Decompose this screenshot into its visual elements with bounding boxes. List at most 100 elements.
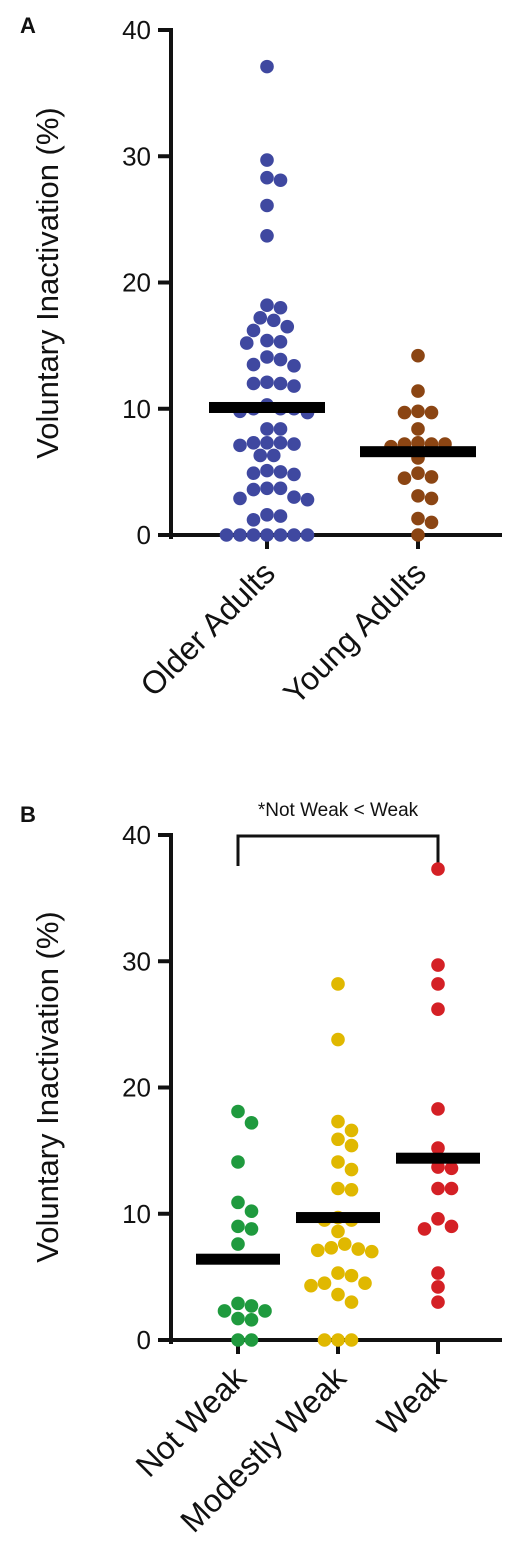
data-point	[273, 528, 288, 542]
data-point	[317, 1276, 332, 1290]
panel-a-y-axis-title: Voluntary Inactivation (%)	[30, 107, 65, 459]
data-point	[411, 404, 425, 419]
data-point	[244, 1299, 259, 1313]
data-point	[273, 436, 288, 450]
panel-b-axes	[169, 833, 502, 1344]
data-point	[273, 422, 288, 436]
data-point	[273, 376, 288, 391]
data-point	[244, 1222, 259, 1236]
data-point	[244, 1313, 259, 1327]
data-point	[231, 1237, 245, 1251]
data-point	[273, 465, 288, 479]
data-point	[280, 319, 295, 334]
data-point	[287, 379, 301, 393]
data-point	[411, 384, 425, 398]
data-point	[431, 1181, 445, 1196]
data-point	[260, 198, 274, 213]
data-point	[246, 323, 261, 338]
data-point	[266, 313, 281, 328]
data-point	[431, 1002, 445, 1017]
data-point	[246, 466, 261, 480]
data-point	[411, 466, 425, 480]
category-label: Older Adults	[133, 554, 282, 703]
panel-a-axes	[169, 28, 502, 539]
data-point	[219, 528, 234, 542]
panel-b: B 0 10 20 30 40 Voluntary Inactivation (%) *…	[20, 800, 502, 1539]
data-point	[331, 1266, 345, 1280]
data-point	[424, 491, 439, 506]
data-point	[304, 1278, 318, 1293]
data-point	[260, 59, 274, 74]
data-point	[246, 376, 261, 391]
data-point	[397, 405, 412, 420]
data-point	[273, 481, 288, 496]
data-point	[344, 1138, 359, 1153]
data-point	[260, 228, 274, 243]
data-point	[331, 1287, 345, 1302]
data-point	[273, 509, 288, 523]
data-point	[244, 1204, 259, 1219]
y-tick-label: 20	[122, 268, 151, 298]
data-point	[260, 528, 274, 542]
data-point	[287, 467, 301, 482]
y-tick-label: 10	[122, 1199, 151, 1229]
y-tick-label: 30	[122, 141, 151, 171]
data-point	[331, 1132, 345, 1147]
data-point	[411, 422, 425, 436]
data-point	[331, 1114, 345, 1129]
data-point	[260, 481, 274, 496]
data-point	[260, 350, 274, 364]
data-point	[331, 1181, 345, 1196]
data-point	[444, 1181, 459, 1196]
data-point	[231, 1104, 245, 1119]
data-point	[344, 1182, 359, 1197]
data-point	[417, 1222, 432, 1236]
data-point	[397, 471, 412, 485]
data-point	[231, 1311, 245, 1326]
panel-b-letter: B	[20, 802, 36, 827]
panel-b-data-points	[217, 862, 459, 1347]
data-point	[287, 528, 301, 542]
mean-bar	[209, 401, 325, 413]
data-point	[233, 528, 247, 542]
mean-bar	[296, 1212, 380, 1224]
data-point	[337, 1237, 352, 1251]
y-tick-label: 40	[122, 15, 151, 45]
data-point	[260, 375, 274, 390]
category-label: Weak	[370, 1359, 454, 1443]
data-point	[260, 153, 274, 167]
data-point	[300, 528, 315, 542]
data-point	[233, 491, 247, 506]
data-point	[431, 1102, 445, 1116]
data-point	[317, 1333, 332, 1347]
data-point	[239, 336, 254, 350]
data-point	[244, 1116, 259, 1130]
data-point	[231, 1195, 245, 1210]
data-point	[424, 470, 439, 484]
data-point	[344, 1333, 359, 1347]
data-point	[431, 958, 445, 972]
mean-bar	[396, 1152, 480, 1164]
data-point	[344, 1162, 359, 1177]
panel-b-y-axis-title: Voluntary Inactivation (%)	[30, 911, 65, 1263]
panel-b-y-ticks: 0 10 20 30 40	[122, 820, 440, 1355]
data-point	[246, 357, 261, 372]
data-point	[411, 511, 425, 526]
data-point	[411, 348, 425, 363]
data-point	[260, 436, 274, 450]
data-point	[260, 298, 274, 313]
data-point	[246, 436, 261, 450]
data-point	[331, 1333, 345, 1347]
panel-a-y-ticks: 0 10 20 30 40	[122, 15, 420, 550]
data-point	[324, 1241, 339, 1255]
y-tick-label: 30	[122, 946, 151, 976]
data-point	[260, 333, 274, 348]
data-point	[351, 1242, 366, 1256]
data-point	[217, 1304, 232, 1318]
data-point	[431, 1141, 445, 1155]
category-label: Young Adults	[276, 554, 433, 711]
data-point	[310, 1243, 325, 1258]
panel-a-mean-bars	[209, 401, 476, 458]
data-point	[431, 1295, 445, 1309]
